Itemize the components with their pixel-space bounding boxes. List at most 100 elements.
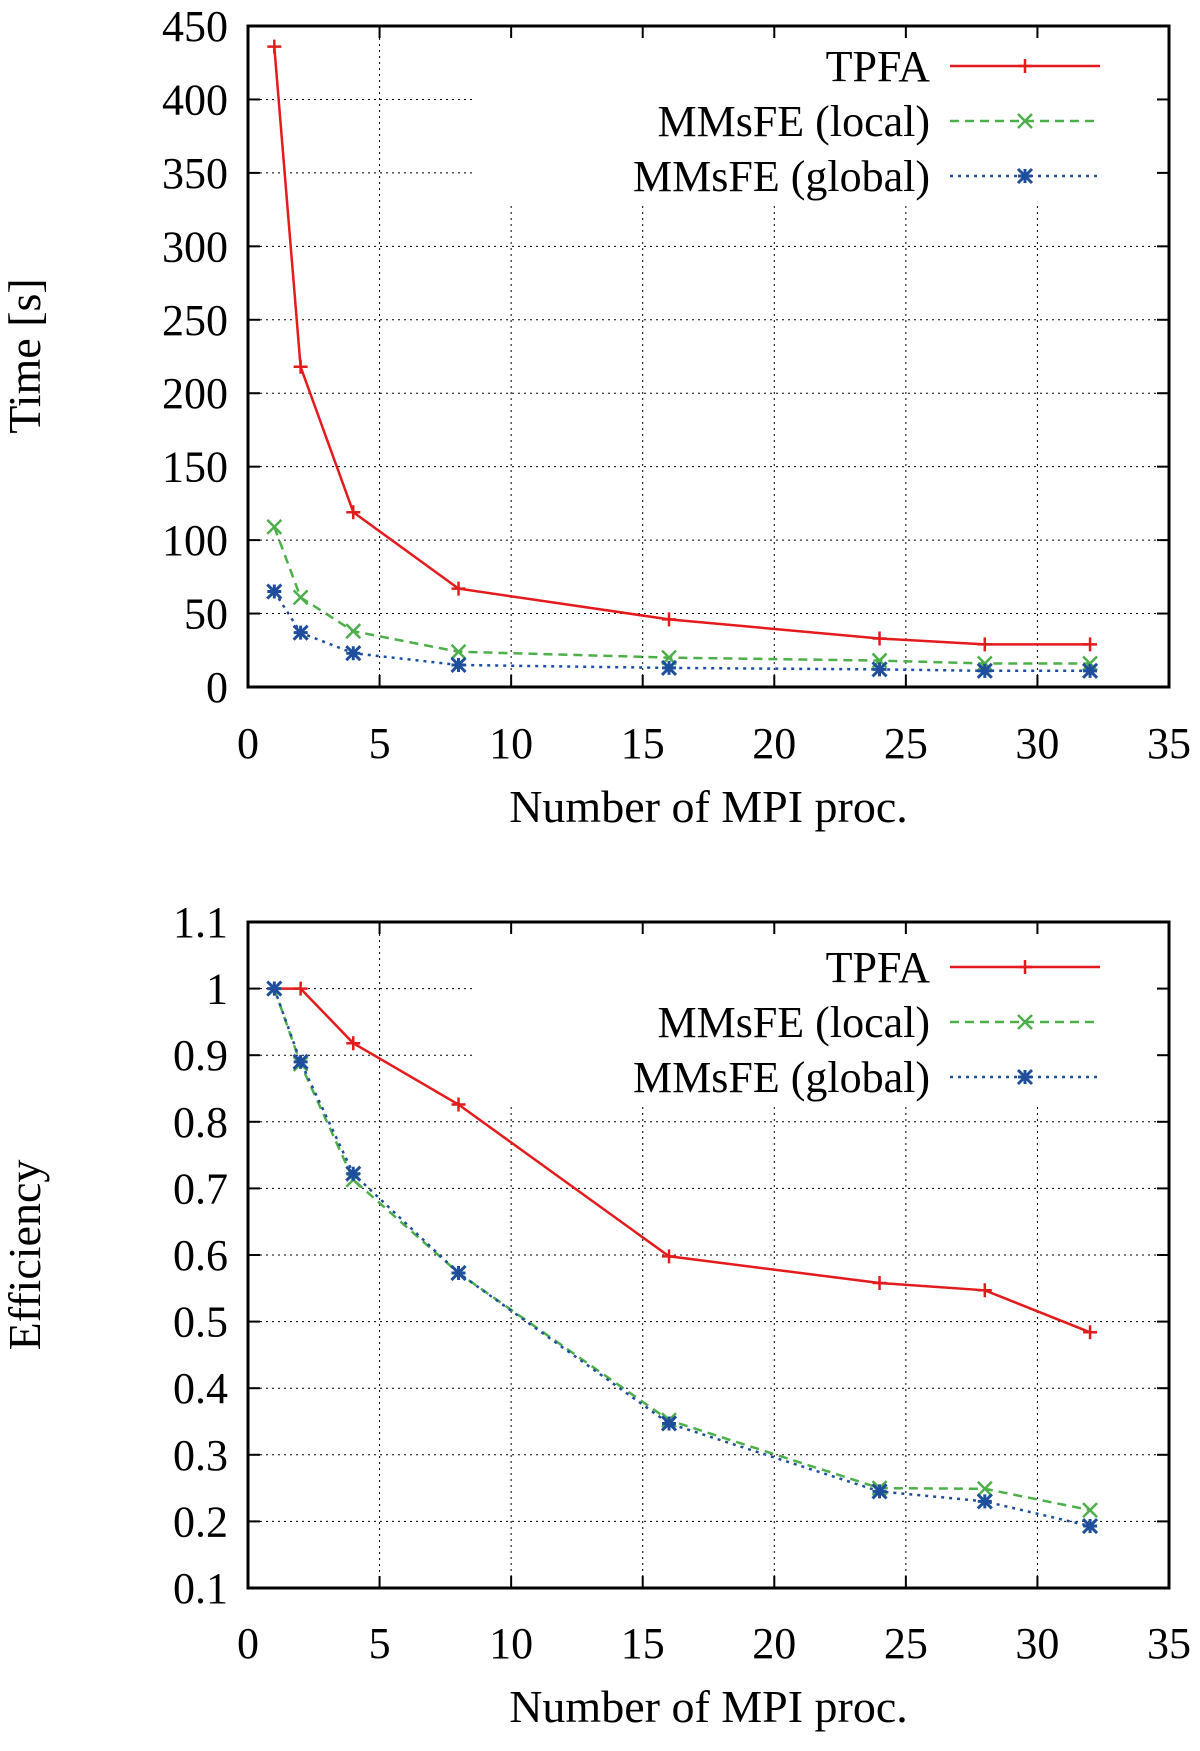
series-tpfa xyxy=(267,39,1098,652)
legend-marker xyxy=(1018,960,1032,974)
y-tick-label: 300 xyxy=(162,222,228,271)
x-tick-label: 25 xyxy=(884,719,928,768)
data-point xyxy=(450,656,467,674)
series-line xyxy=(274,987,1091,1334)
legend-label: MMsFE (local) xyxy=(657,998,930,1047)
x-tick-label: 20 xyxy=(752,1619,796,1668)
y-tick-label: 0.9 xyxy=(173,1031,228,1080)
data-point xyxy=(662,1249,677,1264)
y-tick-label: 0.7 xyxy=(173,1164,228,1213)
data-point xyxy=(872,1275,887,1290)
data-point xyxy=(266,583,283,600)
legend-marker xyxy=(1016,167,1034,185)
data-point xyxy=(292,1053,309,1070)
y-tick-label: 450 xyxy=(162,2,228,51)
y-tick-label: 400 xyxy=(162,75,228,124)
series-line xyxy=(273,526,1091,665)
data-point xyxy=(871,661,888,678)
series-mmsfe-global xyxy=(266,583,1099,679)
y-tick-label: 0.8 xyxy=(173,1098,228,1147)
data-point xyxy=(977,637,992,652)
y-axis-label: Time [s] xyxy=(0,278,50,434)
series-mmsfe-global xyxy=(266,980,1099,1535)
x-tick-label: 15 xyxy=(621,719,665,768)
legend-label: MMsFE (global) xyxy=(633,1053,930,1102)
data-point xyxy=(292,589,309,606)
data-point xyxy=(871,1483,888,1500)
y-tick-label: 1.1 xyxy=(173,898,228,947)
chart-time: 0 5 10 15 20 25 30 3505010015020025030035040045… xyxy=(0,2,1191,832)
legend-label: TPFA xyxy=(826,42,931,91)
data-point xyxy=(662,612,677,627)
legend-label: TPFA xyxy=(826,943,931,992)
plot-frame xyxy=(246,24,1171,689)
data-point xyxy=(976,1493,993,1510)
data-point xyxy=(293,981,308,996)
y-tick-label: 350 xyxy=(162,149,228,198)
x-tick-label: 25 xyxy=(884,1619,928,1668)
data-point xyxy=(976,662,993,679)
y-tick-label: 0.6 xyxy=(173,1231,228,1280)
data-point xyxy=(1082,1502,1098,1518)
data-point xyxy=(1083,1325,1098,1340)
data-point xyxy=(293,359,308,374)
series-mmsfe-local xyxy=(266,519,1098,672)
data-point xyxy=(872,631,887,646)
legend-label: MMsFE (local) xyxy=(657,97,930,146)
y-tick-label: 200 xyxy=(162,369,228,418)
data-point xyxy=(292,624,309,641)
data-point xyxy=(660,1415,678,1432)
data-point xyxy=(977,1283,992,1298)
x-tick-label: 20 xyxy=(752,719,796,768)
y-tick-label: 100 xyxy=(162,516,228,565)
series-line xyxy=(273,590,1091,673)
y-tick-label: 0 xyxy=(206,663,228,712)
x-tick-label: 0 xyxy=(237,719,259,768)
data-point xyxy=(345,623,362,640)
x-tick-label: 15 xyxy=(621,1619,665,1668)
x-tick-label: 0 xyxy=(237,1619,259,1668)
x-axis-label: Number of MPI proc. xyxy=(509,781,908,832)
x-tick-label: 30 xyxy=(1015,1619,1059,1668)
legend-marker xyxy=(1017,1014,1033,1030)
x-axis-label: Number of MPI proc. xyxy=(509,1681,908,1732)
data-point xyxy=(976,1480,993,1497)
legend-marker xyxy=(1017,113,1033,129)
y-tick-label: 0.4 xyxy=(173,1364,228,1413)
x-tick-label: 10 xyxy=(489,1619,533,1668)
data-point xyxy=(346,1036,361,1051)
y-tick-label: 0.5 xyxy=(173,1298,228,1347)
data-point xyxy=(450,1264,467,1282)
x-tick-label: 5 xyxy=(369,1619,391,1668)
legend-label: MMsFE (global) xyxy=(633,152,930,201)
data-point xyxy=(346,505,361,520)
y-tick-label: 0.3 xyxy=(173,1431,228,1480)
x-tick-label: 10 xyxy=(489,719,533,768)
data-point xyxy=(345,1165,362,1182)
data-point xyxy=(345,645,362,662)
data-point xyxy=(266,519,283,535)
data-point xyxy=(1081,1517,1099,1535)
data-point xyxy=(450,643,467,660)
legend-marker xyxy=(1018,59,1032,73)
legend-marker xyxy=(1016,1068,1034,1086)
x-tick-label: 35 xyxy=(1147,1619,1191,1668)
data-point xyxy=(267,39,282,54)
y-tick-label: 0.1 xyxy=(173,1564,228,1613)
data-point xyxy=(660,659,678,676)
x-tick-label: 30 xyxy=(1015,719,1059,768)
y-axis-label: Efficiency xyxy=(0,1160,50,1351)
series-line xyxy=(273,988,1091,1528)
x-tick-label: 5 xyxy=(369,719,391,768)
y-tick-label: 250 xyxy=(162,296,228,345)
data-point xyxy=(1081,662,1099,679)
data-point xyxy=(266,980,283,997)
chart-efficiency: 0 5 10 15 20 25 30 35 0.1 0.2 0.3 0.4 0.5 0.6 0.7 0.8 0.… xyxy=(0,898,1191,1732)
data-point xyxy=(451,581,466,596)
y-tick-label: 0.2 xyxy=(173,1497,228,1546)
data-point xyxy=(451,1097,466,1112)
y-tick-label: 150 xyxy=(162,443,228,492)
x-tick-label: 35 xyxy=(1147,719,1191,768)
y-tick-label: 50 xyxy=(184,590,228,639)
